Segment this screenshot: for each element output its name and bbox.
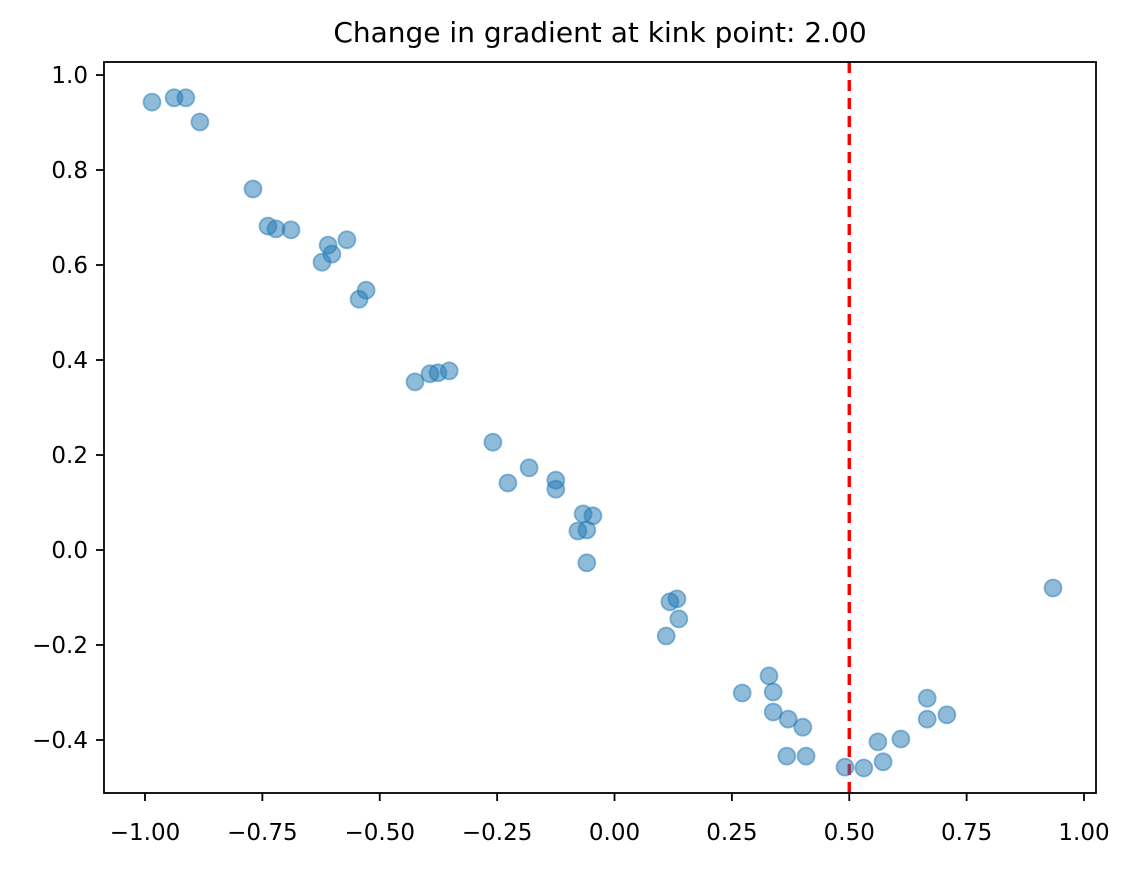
x-tick-label: 0.50 [824, 820, 875, 846]
y-tick-label: 0.0 [51, 538, 88, 564]
scatter-point [835, 757, 855, 777]
y-tick-label: 0.6 [51, 253, 88, 279]
scatter-point [405, 372, 425, 392]
scatter-point [281, 220, 301, 240]
y-tick-label: −0.4 [32, 728, 88, 754]
scatter-point [669, 609, 689, 629]
scatter-point [243, 179, 263, 199]
scatter-point [546, 479, 566, 499]
scatter-point [917, 688, 937, 708]
scatter-point [190, 112, 210, 132]
scatter-point [577, 553, 597, 573]
x-tick-label: 0.75 [941, 820, 992, 846]
scatter-point [854, 758, 874, 778]
y-tick-label: 0.8 [51, 158, 88, 184]
scatter-point [937, 705, 957, 725]
scatter-point [917, 709, 937, 729]
scatter-point [763, 702, 783, 722]
scatter-point [778, 709, 798, 729]
x-tick-label: −0.50 [345, 820, 415, 846]
scatter-point [439, 361, 459, 381]
scatter-point [667, 589, 687, 609]
scatter-point [356, 280, 376, 300]
scatter-point [656, 626, 676, 646]
scatter-point [873, 752, 893, 772]
x-tick-label: −0.75 [227, 820, 297, 846]
scatter-point [759, 666, 779, 686]
scatter-point [498, 473, 518, 493]
x-tick-label: −0.25 [462, 820, 532, 846]
scatter-point [142, 92, 162, 112]
chart-title: Change in gradient at kink point: 2.00 [333, 16, 867, 49]
scatter-point [777, 746, 797, 766]
x-tick-label: −1.00 [110, 820, 180, 846]
scatter-point [868, 732, 888, 752]
y-tick-label: 0.4 [51, 348, 88, 374]
x-tick-label: 0.25 [706, 820, 757, 846]
scatter-point [732, 683, 752, 703]
y-tick-label: 0.2 [51, 443, 88, 469]
x-tick-label: 0.00 [589, 820, 640, 846]
scatter-point [176, 88, 196, 108]
scatter-point [891, 729, 911, 749]
scatter-point [796, 746, 816, 766]
y-tick-label: 1.0 [51, 63, 88, 89]
scatter-point [519, 458, 539, 478]
scatter-point [322, 244, 342, 264]
y-tick-label: −0.2 [32, 633, 88, 659]
axes-frame [103, 61, 1097, 794]
scatter-point [763, 682, 783, 702]
x-tick-label: 1.00 [1058, 820, 1109, 846]
scatter-point [337, 230, 357, 250]
scatter-point [483, 432, 503, 452]
scatter-point [1043, 578, 1063, 598]
scatter-point [577, 520, 597, 540]
scatter-point [793, 717, 813, 737]
